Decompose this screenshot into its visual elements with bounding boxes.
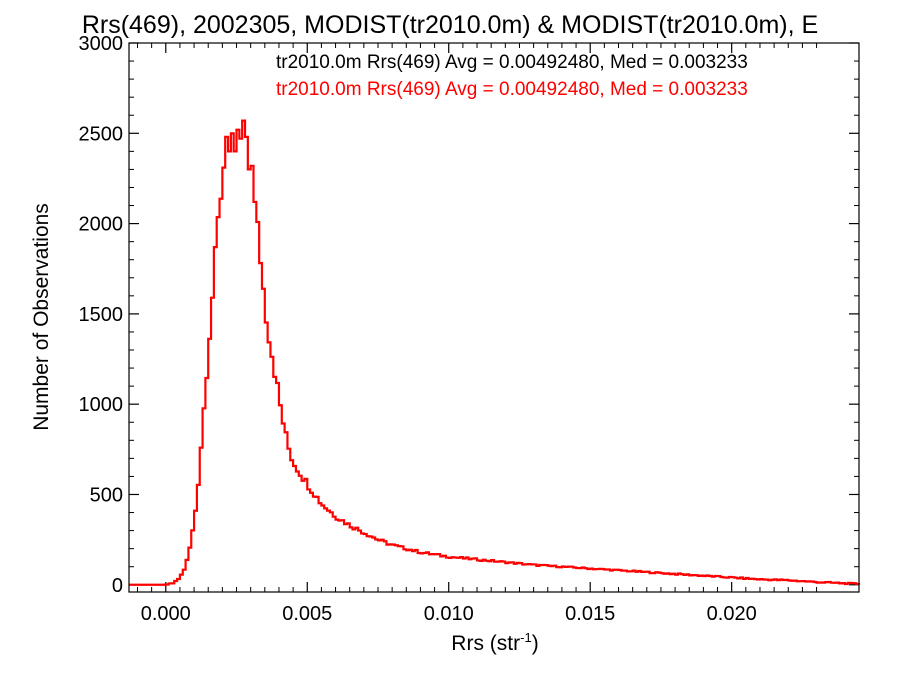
x-tick-label: 0.010 [424, 603, 474, 625]
histogram-series-line [129, 119, 861, 586]
y-tick-label: 1000 [79, 394, 124, 416]
x-tick-label: 0.020 [707, 603, 757, 625]
chart-title: Rrs(469), 2002305, MODIST(tr2010.0m) & M… [82, 11, 818, 39]
y-tick-label: 2000 [79, 214, 124, 236]
x-axis-label: Rrs (str-1) [451, 630, 538, 655]
y-axis-label: Number of Observations [30, 203, 53, 431]
x-ticks: 0.000 0.005 0.010 0.015 0.020 [136, 43, 818, 625]
x-tick-label: 0.015 [565, 603, 615, 625]
x-tick-label: 0.005 [282, 603, 332, 625]
y-ticks: 0 500 1000 1500 2000 2500 3000 [79, 33, 859, 597]
x-axis-label-superscript: -1 [520, 630, 532, 645]
y-tick-label: 2500 [79, 123, 124, 145]
legend-entry-red: tr2010.0m Rrs(469) Avg = 0.00492480, Med… [276, 79, 748, 100]
y-tick-label: 500 [90, 484, 123, 506]
x-axis-label-text: Rrs (str [451, 632, 520, 655]
legend-entry-black: tr2010.0m Rrs(469) Avg = 0.00492480, Med… [276, 52, 748, 73]
y-tick-label: 3000 [79, 33, 124, 55]
x-axis-label-close: ) [532, 632, 539, 655]
plot-frame [128, 42, 860, 593]
x-tick-label: 0.000 [141, 603, 191, 625]
y-tick-label: 1500 [79, 304, 124, 326]
y-tick-label: 0 [112, 575, 123, 597]
